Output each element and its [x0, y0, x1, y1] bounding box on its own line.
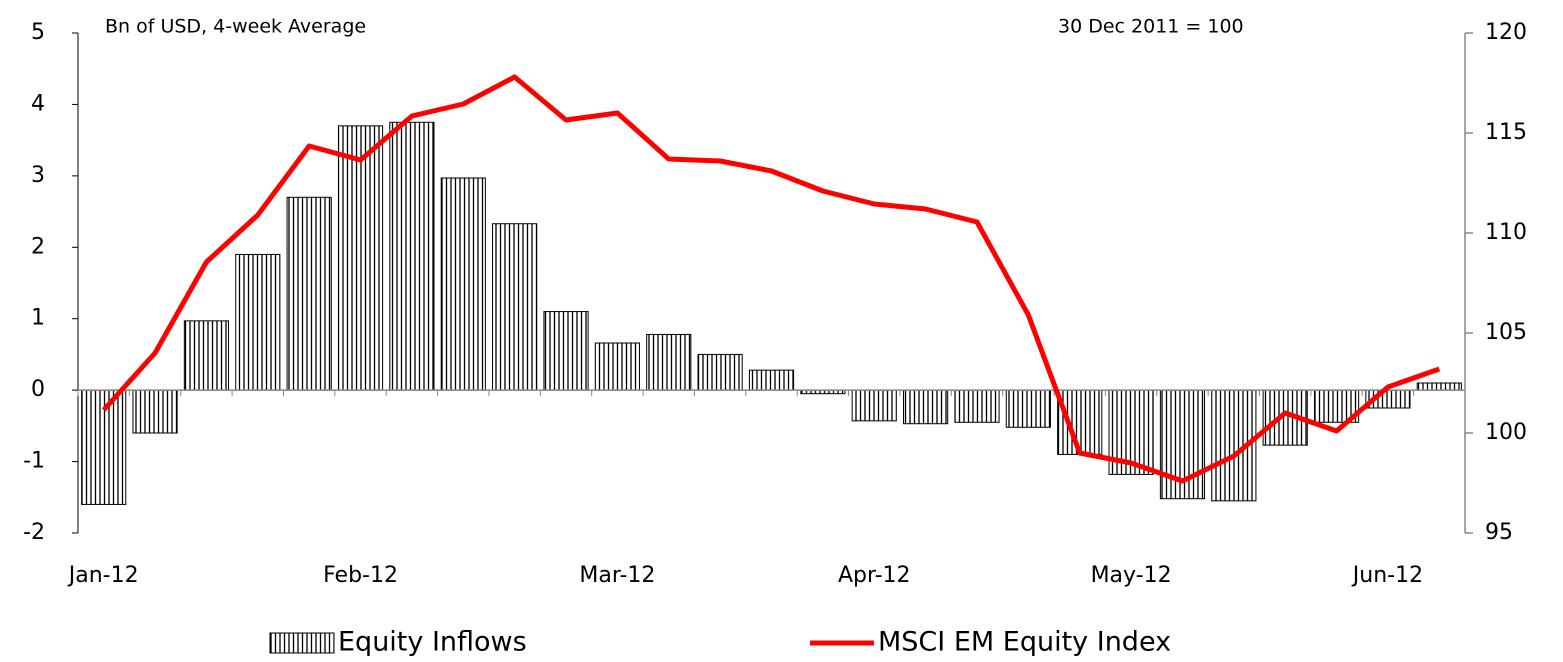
y2-tick-label: 95 [1485, 520, 1513, 545]
legend-swatch [269, 632, 335, 654]
y-tick-label: -1 [23, 449, 45, 474]
bar [286, 196, 332, 391]
bar [954, 389, 1000, 423]
bar [903, 389, 949, 425]
bar [1005, 389, 1051, 428]
y2-tick-label: 110 [1485, 220, 1527, 245]
bar [132, 389, 178, 434]
y-tick-label: 4 [31, 91, 45, 116]
bar [851, 389, 897, 422]
y2-tick-label: 100 [1485, 420, 1527, 445]
x-tick-label: Apr-12 [838, 563, 911, 588]
annotation: 30 Dec 2011 = 100 [1058, 16, 1244, 38]
y2-tick-label: 120 [1485, 20, 1527, 45]
bar [492, 223, 538, 391]
y-tick-label: 1 [31, 306, 45, 331]
legend-label: MSCI EM Equity Index [878, 627, 1171, 658]
y-tick-label: 2 [31, 234, 45, 259]
x-tick-label: Feb-12 [323, 563, 398, 588]
bar [1057, 389, 1103, 455]
y-tick-label: 5 [31, 20, 45, 45]
x-tick-label: Mar-12 [579, 563, 655, 588]
bar [543, 311, 589, 391]
x-tick-label: Jun-12 [1351, 563, 1423, 588]
bar [748, 369, 795, 391]
line [101, 74, 1441, 484]
bar [235, 253, 281, 391]
bar [440, 177, 486, 391]
bar [389, 121, 435, 391]
y2-tick-label: 115 [1485, 120, 1527, 145]
bar [646, 333, 692, 391]
x-tick-label: Jan-12 [67, 563, 139, 588]
bar [183, 320, 230, 391]
legend-label: Equity Inflows [338, 627, 527, 658]
y-tick-label: -2 [23, 520, 45, 545]
y-tick-label: 3 [31, 163, 45, 188]
bar [1416, 382, 1462, 391]
bar [337, 125, 384, 391]
bar [697, 353, 743, 391]
bar [594, 342, 640, 391]
y2-tick-label: 105 [1485, 320, 1527, 345]
y-tick-label: 0 [31, 377, 45, 402]
x-tick-label: May-12 [1091, 563, 1172, 588]
annotation: Bn of USD, 4-week Average [105, 16, 366, 38]
bar [81, 389, 127, 505]
